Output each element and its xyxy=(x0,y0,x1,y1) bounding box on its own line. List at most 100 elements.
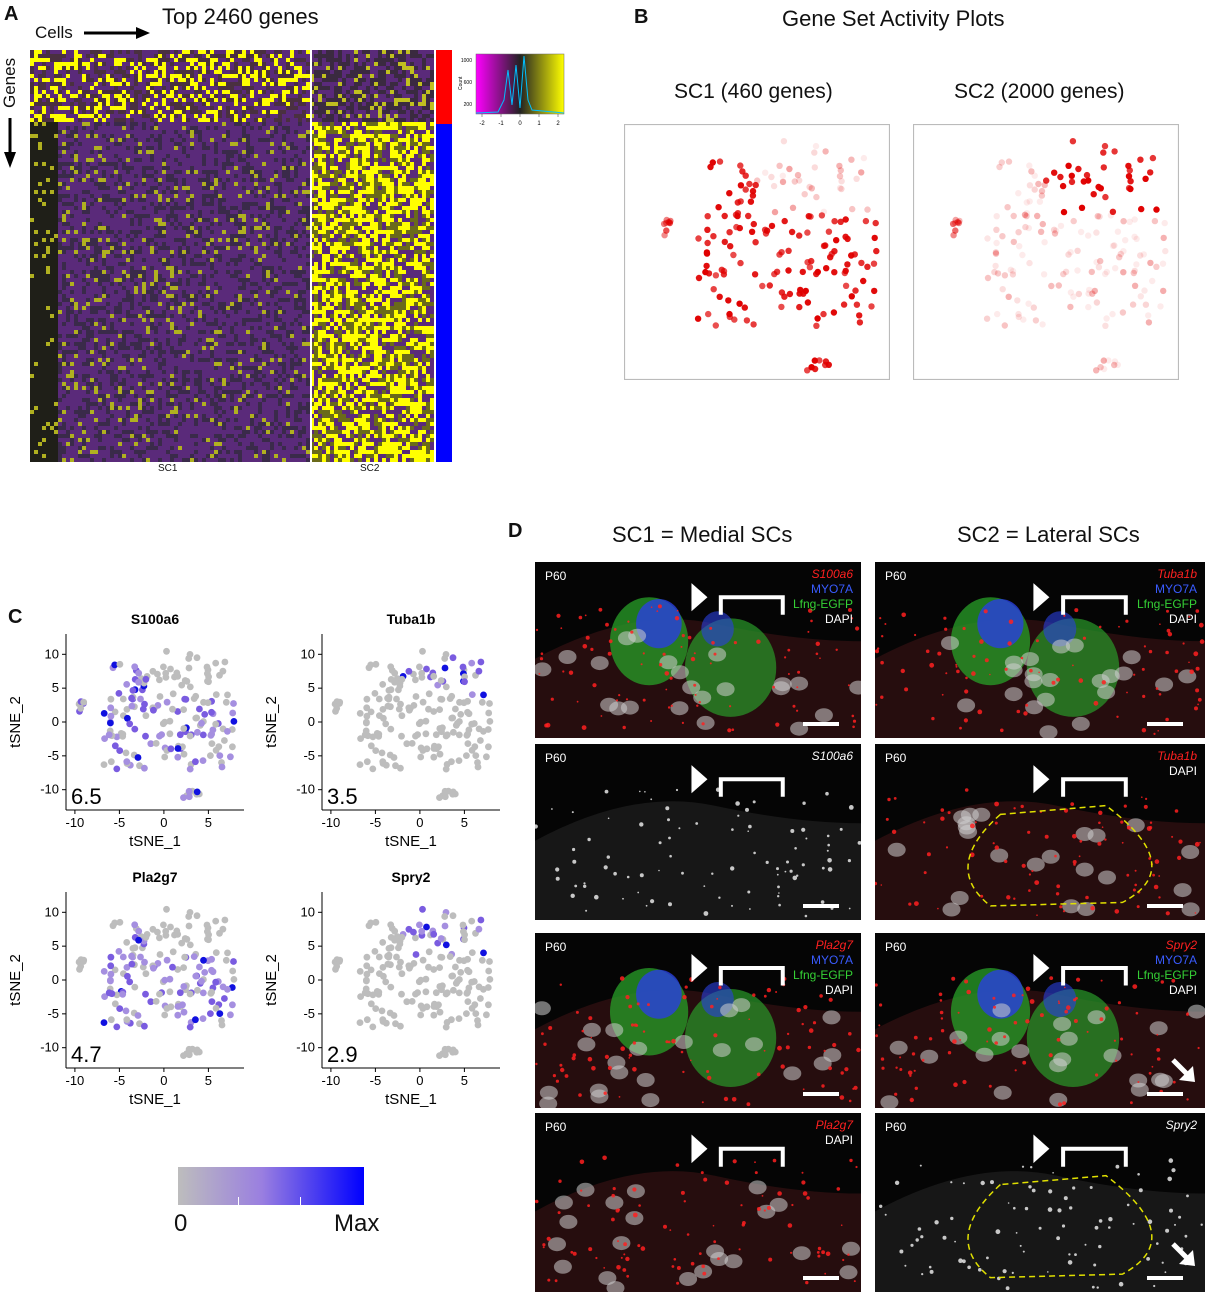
heatmap-cell xyxy=(146,450,151,455)
heatmap-cell xyxy=(122,378,127,383)
heatmap-cell xyxy=(190,118,195,123)
heatmap-cell xyxy=(186,370,191,375)
heatmap-cell xyxy=(202,362,207,367)
heatmap-cell xyxy=(198,130,203,135)
heatmap-cell xyxy=(222,130,227,135)
heatmap-cell xyxy=(154,278,159,283)
heatmap-cell xyxy=(222,154,227,159)
heatmap-cell xyxy=(202,390,207,395)
heatmap-cell xyxy=(46,418,51,423)
heatmap-cell xyxy=(118,366,123,371)
heatmap-cell xyxy=(98,246,103,251)
heatmap-cell xyxy=(82,62,87,67)
heatmap-cell xyxy=(114,214,119,219)
heatmap-cell xyxy=(194,94,199,99)
heatmap-cell xyxy=(38,322,43,327)
heatmap-cell xyxy=(142,318,147,323)
heatmap-cell xyxy=(170,246,175,251)
heatmap-cell xyxy=(206,438,211,443)
heatmap-cell xyxy=(118,162,123,167)
heatmap-cell xyxy=(46,446,51,451)
heatmap-cell xyxy=(122,102,127,107)
heatmap-cell xyxy=(106,426,111,431)
heatmap-cell xyxy=(94,70,99,75)
heatmap-cell xyxy=(194,182,199,187)
heatmap-cell xyxy=(182,94,187,99)
heatmap-cell xyxy=(170,270,175,275)
heatmap-cell xyxy=(62,282,67,287)
heatmap-cell xyxy=(142,282,147,287)
heatmap-cell xyxy=(54,302,59,307)
heatmap-cell xyxy=(178,198,183,203)
heatmap-cell xyxy=(194,106,199,111)
heatmap-cell xyxy=(38,394,43,399)
heatmap-cell xyxy=(122,238,127,243)
heatmap-cell xyxy=(202,190,207,195)
heatmap-cell xyxy=(38,398,43,403)
heatmap-cell xyxy=(126,210,131,215)
heatmap-cell xyxy=(178,362,183,367)
heatmap-cell xyxy=(94,150,99,155)
heatmap-cell xyxy=(178,54,183,59)
heatmap-cell xyxy=(34,446,39,451)
heatmap-cell xyxy=(222,150,227,155)
heatmap-cell xyxy=(58,326,63,331)
heatmap-cell xyxy=(134,382,139,387)
heatmap-cell xyxy=(210,338,215,343)
heatmap-cell xyxy=(46,138,51,143)
heatmap-cell xyxy=(146,454,151,459)
heatmap-cell xyxy=(98,198,103,203)
heatmap-cell xyxy=(158,118,163,123)
heatmap-cell xyxy=(78,414,83,419)
heatmap-cell xyxy=(82,458,87,462)
heatmap-cell xyxy=(58,246,63,251)
heatmap-cell xyxy=(194,334,199,339)
heatmap-cell xyxy=(94,50,99,55)
heatmap-cell xyxy=(154,322,159,327)
heatmap-cell xyxy=(182,358,187,363)
heatmap-cell xyxy=(206,334,211,339)
heatmap-cell xyxy=(166,182,171,187)
heatmap-cell xyxy=(138,58,143,63)
heatmap-cell xyxy=(122,310,127,315)
heatmap-cell xyxy=(30,98,35,103)
heatmap-cell xyxy=(110,58,115,63)
heatmap-cell xyxy=(42,410,47,415)
heatmap-cell xyxy=(86,270,91,275)
heatmap-cell xyxy=(74,370,79,375)
heatmap-cell xyxy=(126,158,131,163)
heatmap-cell xyxy=(210,306,215,311)
heatmap-cell xyxy=(214,86,219,91)
heatmap-cell xyxy=(90,162,95,167)
heatmap-cell xyxy=(202,410,207,415)
heatmap-cell xyxy=(214,58,219,63)
heatmap-cell xyxy=(102,154,107,159)
heatmap-cell xyxy=(114,318,119,323)
heatmap-cell xyxy=(178,378,183,383)
heatmap-cell xyxy=(126,442,131,447)
heatmap-cell xyxy=(162,178,167,183)
heatmap-cell xyxy=(74,218,79,223)
heatmap-cell xyxy=(70,86,75,91)
heatmap-cell xyxy=(106,134,111,139)
heatmap-cell xyxy=(50,426,55,431)
heatmap-cell xyxy=(198,134,203,139)
heatmap-cell xyxy=(78,182,83,187)
heatmap-cell xyxy=(158,350,163,355)
heatmap-cell xyxy=(130,386,135,391)
heatmap-cell xyxy=(110,374,115,379)
heatmap-cell xyxy=(186,354,191,359)
heatmap-cell xyxy=(142,194,147,199)
heatmap-cell xyxy=(78,54,83,59)
heatmap-cell xyxy=(146,130,151,135)
heatmap-cell xyxy=(102,354,107,359)
heatmap-cell xyxy=(38,94,43,99)
heatmap-cell xyxy=(94,302,99,307)
heatmap-cell xyxy=(158,322,163,327)
heatmap-cell xyxy=(210,418,215,423)
heatmap-cell xyxy=(106,114,111,119)
heatmap-cell xyxy=(150,346,155,351)
heatmap-cell xyxy=(158,430,163,435)
heatmap-cell xyxy=(86,366,91,371)
heatmap-cell xyxy=(150,286,155,291)
